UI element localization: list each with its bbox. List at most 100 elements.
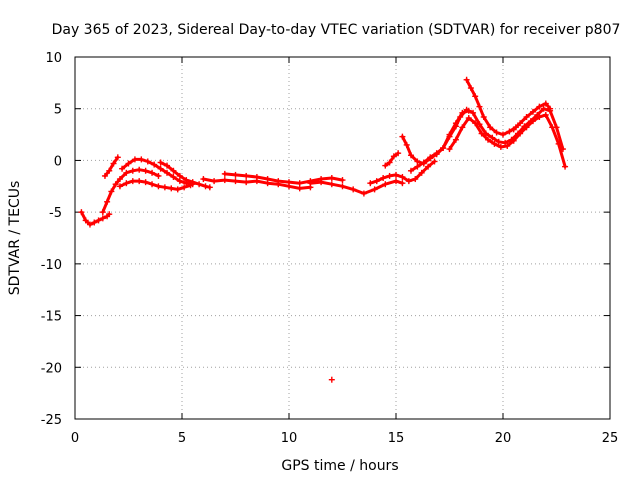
data-point bbox=[296, 185, 303, 192]
data-point bbox=[164, 162, 171, 169]
data-layer bbox=[78, 76, 569, 383]
data-point bbox=[82, 217, 89, 224]
x-tick-label: 0 bbox=[71, 431, 79, 446]
data-point bbox=[542, 100, 549, 107]
data-point bbox=[232, 171, 239, 178]
data-point bbox=[221, 170, 228, 177]
data-point bbox=[202, 183, 209, 190]
data-point bbox=[452, 123, 459, 130]
data-point bbox=[136, 166, 143, 173]
data-point bbox=[95, 217, 102, 224]
data-point bbox=[523, 113, 530, 120]
data-point bbox=[399, 133, 406, 140]
series-arc-14 bbox=[446, 111, 569, 170]
data-point bbox=[339, 183, 346, 190]
series-trace bbox=[383, 151, 400, 168]
data-point bbox=[221, 177, 228, 184]
axis-ticks: 0 5 10 15 20 25 10 5 0 -5 -10 -15 -20 -25 bbox=[41, 51, 619, 446]
data-point bbox=[176, 178, 183, 185]
data-point bbox=[540, 105, 547, 112]
data-point bbox=[465, 115, 472, 122]
data-point bbox=[78, 209, 85, 216]
data-point bbox=[493, 129, 500, 136]
data-point bbox=[504, 142, 511, 149]
data-point bbox=[472, 93, 479, 100]
data-point bbox=[243, 179, 250, 186]
data-point bbox=[129, 178, 136, 185]
series-arc-6 bbox=[157, 159, 213, 191]
data-point bbox=[478, 130, 485, 137]
data-point bbox=[328, 175, 335, 182]
data-point bbox=[562, 163, 569, 170]
data-point bbox=[459, 124, 466, 131]
data-point bbox=[206, 184, 213, 191]
data-point bbox=[500, 131, 506, 138]
data-point bbox=[123, 180, 130, 187]
data-point bbox=[427, 154, 434, 161]
series-trace bbox=[103, 155, 120, 178]
data-point bbox=[211, 178, 218, 185]
data-point bbox=[157, 159, 164, 166]
data-point bbox=[149, 169, 156, 176]
data-point bbox=[339, 177, 346, 184]
data-point bbox=[446, 133, 453, 140]
data-point bbox=[187, 182, 194, 189]
data-point bbox=[510, 137, 517, 144]
data-point bbox=[170, 167, 177, 174]
data-point bbox=[373, 178, 380, 185]
grid-lines bbox=[75, 57, 610, 419]
data-point bbox=[480, 113, 487, 120]
data-point bbox=[405, 178, 412, 185]
data-point bbox=[433, 150, 440, 157]
data-point bbox=[529, 108, 536, 115]
data-point bbox=[485, 136, 492, 143]
data-point bbox=[497, 143, 504, 150]
series-arc-16 bbox=[510, 100, 554, 133]
y-tick-label: 10 bbox=[45, 51, 62, 66]
data-point bbox=[125, 160, 132, 167]
data-point bbox=[253, 173, 260, 180]
data-point bbox=[407, 167, 414, 174]
data-point bbox=[286, 179, 292, 186]
data-point bbox=[142, 167, 149, 174]
data-point bbox=[264, 176, 271, 183]
data-point bbox=[168, 185, 175, 192]
data-point bbox=[123, 169, 130, 176]
series-arc-3 bbox=[101, 154, 121, 179]
data-point bbox=[101, 172, 108, 179]
series-arc-15 bbox=[463, 76, 519, 138]
data-point bbox=[110, 160, 117, 167]
data-point bbox=[174, 186, 181, 193]
data-point bbox=[472, 120, 479, 127]
data-point bbox=[131, 156, 138, 163]
series-outlier bbox=[328, 376, 335, 383]
data-point bbox=[360, 190, 367, 197]
data-point bbox=[116, 176, 123, 183]
data-point bbox=[476, 103, 483, 110]
data-point bbox=[106, 211, 113, 218]
data-point bbox=[529, 118, 536, 125]
data-point bbox=[487, 124, 494, 131]
data-point bbox=[116, 183, 123, 190]
data-point bbox=[414, 163, 421, 170]
x-axis-label: GPS time / hours bbox=[281, 458, 398, 474]
data-point bbox=[399, 173, 406, 180]
data-point bbox=[142, 179, 149, 186]
data-point bbox=[183, 177, 190, 184]
data-point bbox=[382, 162, 389, 169]
y-axis-label: SDTVAR / TECUs bbox=[7, 181, 23, 296]
data-point bbox=[393, 178, 399, 185]
data-point bbox=[395, 150, 402, 157]
data-point bbox=[491, 140, 498, 147]
data-point bbox=[517, 120, 524, 127]
data-point bbox=[536, 103, 543, 110]
data-point bbox=[104, 198, 111, 205]
data-point bbox=[386, 159, 393, 166]
data-point bbox=[420, 159, 427, 166]
data-point bbox=[91, 219, 98, 226]
data-point bbox=[495, 138, 502, 145]
data-point bbox=[517, 130, 524, 137]
data-point bbox=[155, 172, 162, 179]
data-point bbox=[181, 184, 188, 191]
